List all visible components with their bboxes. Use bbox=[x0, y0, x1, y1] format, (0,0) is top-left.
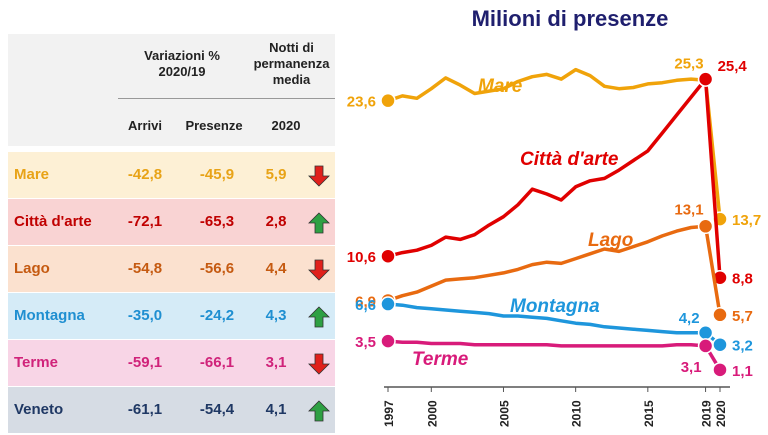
data-label: 13,1 bbox=[674, 201, 703, 218]
header-variazioni: Variazioni % 2020/19 bbox=[144, 48, 220, 79]
presenze-value: -45,9 bbox=[199, 166, 235, 183]
table-row: Città d'arte -72,1 -65,3 2,8 bbox=[8, 199, 335, 245]
series-label: Montagna bbox=[510, 296, 600, 317]
presenze-value: -24,2 bbox=[199, 307, 235, 324]
arrivi-value: -61,1 bbox=[127, 401, 163, 418]
arrow-up-icon bbox=[308, 212, 330, 234]
series-label: Lago bbox=[588, 230, 633, 251]
header-arrivi: Arrivi bbox=[128, 118, 162, 133]
series-label: Mare bbox=[478, 76, 523, 97]
table-row: Lago -54,8 -56,6 4,4 bbox=[8, 246, 335, 292]
presenze-value: -66,1 bbox=[199, 354, 235, 371]
data-label: 4,2 bbox=[679, 310, 700, 327]
header-divider bbox=[118, 98, 335, 99]
series-label: Terme bbox=[412, 349, 469, 370]
arrivi-value: -54,8 bbox=[127, 260, 163, 277]
presenze-value: -56,6 bbox=[199, 260, 235, 277]
chart-title: Milioni di presenze bbox=[471, 6, 669, 31]
data-label: 25,4 bbox=[718, 58, 748, 75]
header-notti: Notti di permanenza media bbox=[253, 40, 330, 87]
notti-value: 4,3 bbox=[265, 307, 287, 324]
data-point bbox=[712, 307, 728, 323]
data-label: 23,6 bbox=[347, 94, 376, 111]
table-row: Mare -42,8 -45,9 5,9 bbox=[8, 152, 335, 198]
x-tick-label: 2005 bbox=[497, 400, 511, 427]
table-row: Montagna -35,0 -24,2 4,3 bbox=[8, 293, 335, 339]
series-line bbox=[387, 77, 722, 278]
arrivi-value: -42,8 bbox=[127, 166, 163, 183]
row-label: Veneto bbox=[14, 401, 64, 418]
row-label: Lago bbox=[14, 260, 50, 277]
data-label: 1,1 bbox=[732, 363, 753, 380]
data-point bbox=[697, 325, 714, 341]
data-table: Variazioni % 2020/19 Notti di permanenza… bbox=[8, 34, 335, 433]
x-tick-label: 2000 bbox=[425, 400, 439, 427]
row-label: Terme bbox=[14, 354, 58, 371]
data-point bbox=[712, 336, 728, 353]
series-line bbox=[387, 224, 722, 316]
row-label: Città d'arte bbox=[14, 213, 92, 230]
data-label: 3,2 bbox=[732, 338, 753, 355]
presenze-value: -65,3 bbox=[199, 213, 235, 230]
table-row: Terme -59,1 -66,1 3,1 bbox=[8, 340, 335, 386]
row-label: Montagna bbox=[14, 307, 85, 324]
data-label: 6,9 bbox=[355, 293, 376, 310]
data-label: 5,7 bbox=[732, 308, 753, 325]
data-label: 6,6 bbox=[355, 297, 376, 314]
x-tick-label: 1997 bbox=[382, 400, 396, 427]
x-tick-label: 2019 bbox=[700, 400, 714, 427]
x-tick-label: 2020 bbox=[714, 400, 728, 427]
row-label: Mare bbox=[14, 166, 50, 183]
notti-value: 5,9 bbox=[265, 166, 287, 183]
x-tick-label: 2015 bbox=[642, 400, 656, 427]
arrow-up-icon bbox=[308, 306, 330, 328]
data-point bbox=[697, 218, 714, 235]
series-line bbox=[387, 339, 722, 371]
notti-value: 2,8 bbox=[265, 213, 287, 230]
data-label: 13,7 bbox=[732, 212, 761, 229]
data-point bbox=[697, 71, 714, 87]
data-point bbox=[697, 338, 714, 354]
data-point bbox=[380, 333, 396, 349]
series-line bbox=[387, 302, 722, 347]
x-tick-label: 2010 bbox=[570, 400, 584, 427]
arrow-down-icon bbox=[308, 165, 330, 187]
notti-value: 4,4 bbox=[265, 260, 287, 277]
notti-value: 3,1 bbox=[265, 354, 287, 371]
arrivi-value: -72,1 bbox=[127, 213, 163, 230]
arrow-up-icon bbox=[308, 400, 330, 422]
data-label: 3,1 bbox=[681, 359, 702, 376]
header-presenze: Presenze bbox=[185, 118, 243, 133]
data-label: 10,6 bbox=[347, 249, 376, 266]
header-anno: 2020 bbox=[271, 118, 301, 133]
data-point bbox=[380, 296, 396, 312]
data-label: 3,5 bbox=[355, 334, 376, 351]
data-label: 25,3 bbox=[674, 55, 703, 72]
data-label: 8,8 bbox=[732, 271, 753, 288]
series-line bbox=[387, 67, 722, 220]
arrow-down-icon bbox=[308, 259, 330, 281]
arrivi-value: -35,0 bbox=[127, 307, 163, 324]
data-point bbox=[380, 248, 396, 264]
arrow-down-icon bbox=[308, 353, 330, 375]
table-header: Variazioni % 2020/19 Notti di permanenza… bbox=[8, 34, 335, 146]
series-label: Città d'arte bbox=[520, 149, 619, 170]
data-point bbox=[380, 92, 396, 109]
notti-value: 4,1 bbox=[265, 401, 287, 418]
table-row: Veneto -61,1 -54,4 4,1 bbox=[8, 387, 335, 433]
data-point bbox=[712, 362, 728, 378]
presenze-value: -54,4 bbox=[199, 401, 235, 418]
arrivi-value: -59,1 bbox=[127, 354, 163, 371]
